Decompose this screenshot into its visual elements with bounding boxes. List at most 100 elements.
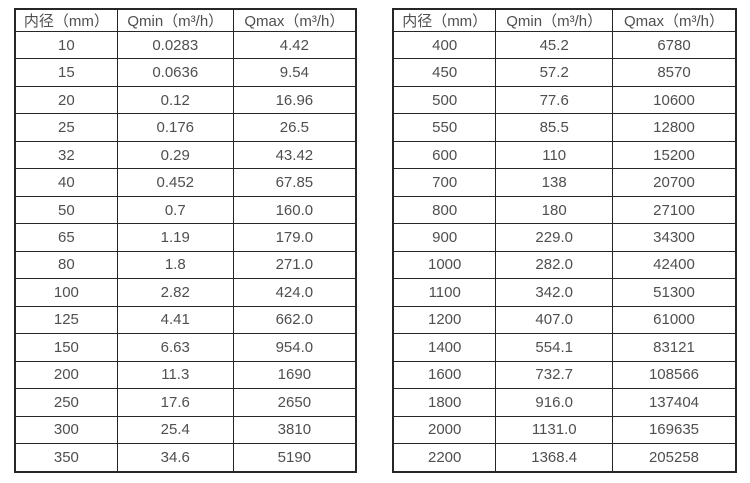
column-header-qmax: Qmax（m³/h） [612,8,737,32]
cell-diameter: 80 [14,250,118,280]
cell-qmax: 954.0 [232,333,357,362]
cell-diameter: 125 [14,305,118,335]
cell-qmin: 1.8 [116,250,234,280]
cell-diameter: 300 [14,415,118,445]
cell-qmin: 0.29 [116,140,234,170]
header-row: 内径（mm） Qmin（m³/h） Qmax（m³/h） [392,8,737,32]
cell-diameter: 600 [392,140,497,170]
table-row: 1800 916.0 137404 [392,388,737,417]
table-row: 2000 1131.0 169635 [392,415,737,445]
header-row: 内径（mm） Qmin（m³/h） Qmax（m³/h） [14,8,357,32]
cell-qmax: 83121 [612,333,737,362]
cell-qmax: 20700 [612,168,737,197]
cell-qmax: 9.54 [232,58,357,87]
cell-qmax: 179.0 [232,223,357,252]
cell-diameter: 50 [14,195,118,225]
cell-diameter: 10 [14,30,118,60]
table-row: 65 1.19 179.0 [14,223,357,252]
table-row: 400 45.2 6780 [392,30,737,60]
table-row: 20 0.12 16.96 [14,85,357,115]
cell-qmax: 1690 [232,360,357,390]
table-row: 125 4.41 662.0 [14,305,357,335]
table-row: 250 17.6 2650 [14,388,357,417]
cell-qmax: 5190 [232,443,357,473]
table-row: 500 77.6 10600 [392,85,737,115]
cell-qmax: 160.0 [232,195,357,225]
table-row: 1200 407.0 61000 [392,305,737,335]
cell-qmin: 34.6 [116,443,234,473]
cell-diameter: 350 [14,443,118,473]
cell-qmin: 916.0 [495,388,613,417]
cell-qmax: 34300 [612,223,737,252]
table-row: 80 1.8 271.0 [14,250,357,280]
cell-qmin: 110 [495,140,613,170]
cell-qmax: 26.5 [232,113,357,142]
cell-qmin: 407.0 [495,305,613,335]
cell-qmin: 1368.4 [495,443,613,473]
cell-qmin: 554.1 [495,333,613,362]
cell-diameter: 250 [14,388,118,417]
table-row: 700 138 20700 [392,168,737,197]
cell-qmax: 12800 [612,113,737,142]
cell-diameter: 65 [14,223,118,252]
table-row: 1400 554.1 83121 [392,333,737,362]
cell-qmin: 25.4 [116,415,234,445]
cell-qmin: 180 [495,195,613,225]
cell-qmax: 108566 [612,360,737,390]
table-row: 300 25.4 3810 [14,415,357,445]
cell-diameter: 15 [14,58,118,87]
cell-diameter: 40 [14,168,118,197]
cell-qmax: 4.42 [232,30,357,60]
flow-table-small-diameters: 内径（mm） Qmin（m³/h） Qmax（m³/h） 10 0.0283 4.42 15… [14,8,357,473]
table-row: 450 57.2 8570 [392,58,737,87]
table-row: 900 229.0 34300 [392,223,737,252]
cell-diameter: 20 [14,85,118,115]
cell-diameter: 700 [392,168,497,197]
table-row: 10 0.0283 4.42 [14,30,357,60]
cell-qmin: 732.7 [495,360,613,390]
table-row: 2200 1368.4 205258 [392,443,737,473]
cell-qmin: 0.12 [116,85,234,115]
table-row: 1600 732.7 108566 [392,360,737,390]
cell-qmin: 0.452 [116,168,234,197]
cell-qmin: 45.2 [495,30,613,60]
cell-diameter: 1400 [392,333,497,362]
cell-qmin: 6.63 [116,333,234,362]
table-row: 100 2.82 424.0 [14,278,357,307]
cell-qmin: 1131.0 [495,415,613,445]
cell-qmax: 15200 [612,140,737,170]
cell-qmax: 51300 [612,278,737,307]
table-row: 600 110 15200 [392,140,737,170]
table-row: 1000 282.0 42400 [392,250,737,280]
column-header-qmin: Qmin（m³/h） [495,8,613,32]
cell-qmax: 6780 [612,30,737,60]
cell-qmax: 2650 [232,388,357,417]
table-row: 50 0.7 160.0 [14,195,357,225]
cell-diameter: 150 [14,333,118,362]
cell-diameter: 2200 [392,443,497,473]
cell-qmax: 271.0 [232,250,357,280]
cell-qmin: 57.2 [495,58,613,87]
cell-qmax: 8570 [612,58,737,87]
cell-qmin: 0.7 [116,195,234,225]
column-header-qmax: Qmax（m³/h） [232,8,357,32]
table-row: 1100 342.0 51300 [392,278,737,307]
cell-qmin: 11.3 [116,360,234,390]
cell-qmax: 662.0 [232,305,357,335]
cell-diameter: 1800 [392,388,497,417]
cell-diameter: 2000 [392,415,497,445]
cell-qmax: 61000 [612,305,737,335]
cell-qmax: 67.85 [232,168,357,197]
cell-diameter: 1200 [392,305,497,335]
cell-qmin: 0.0636 [116,58,234,87]
cell-qmax: 10600 [612,85,737,115]
flow-tables-container: 内径（mm） Qmin（m³/h） Qmax（m³/h） 10 0.0283 4.42 15… [14,8,737,473]
cell-diameter: 800 [392,195,497,225]
cell-qmin: 282.0 [495,250,613,280]
table-row: 40 0.452 67.85 [14,168,357,197]
cell-qmin: 4.41 [116,305,234,335]
flow-table-large-diameters: 内径（mm） Qmin（m³/h） Qmax（m³/h） 400 45.2 6780 450… [392,8,737,473]
column-header-diameter: 内径（mm） [392,8,497,32]
cell-qmax: 3810 [232,415,357,445]
table-row: 15 0.0636 9.54 [14,58,357,87]
